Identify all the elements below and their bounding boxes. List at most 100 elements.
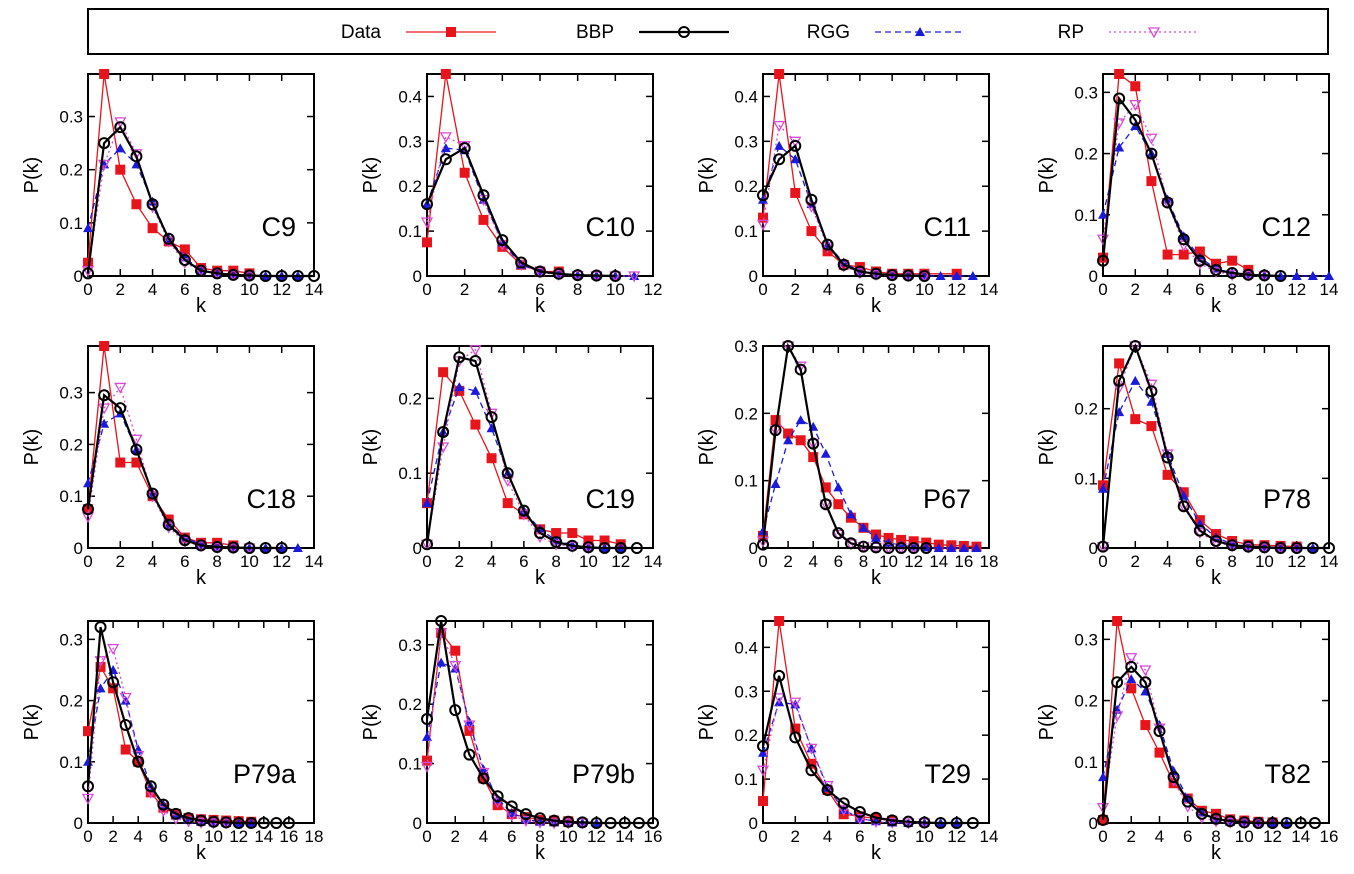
data-point (130, 149, 143, 161)
x-tick-label: 0 (758, 552, 767, 571)
x-tick-label: 12 (947, 827, 966, 846)
data-point (1113, 92, 1126, 105)
data-point (243, 269, 256, 282)
panel-c10: 0 2 4 6 8 10 12 0 0.1 0.2 0.3 0.4 k P(k) C10 (360, 69, 662, 317)
data-point (1177, 240, 1190, 252)
data-point (440, 69, 451, 79)
data-point (907, 542, 920, 554)
data-point (99, 418, 110, 428)
data-point (435, 615, 448, 627)
series-line (1101, 665, 1315, 825)
x-tick-label: 10 (559, 827, 578, 846)
series-bbp (1097, 340, 1335, 554)
x-tick-label: 12 (611, 552, 630, 571)
data-point (420, 761, 434, 773)
data-point (114, 121, 127, 134)
panel-title: T82 (1264, 759, 1311, 789)
data-point (99, 69, 110, 79)
x-tick-label: 0 (758, 280, 767, 299)
x-tick-label: 14 (254, 827, 273, 846)
x-tick-label: 12 (1287, 552, 1306, 571)
data-point (1162, 249, 1173, 260)
data-point (1126, 683, 1137, 694)
series-line (1102, 620, 1273, 824)
data-point (1139, 665, 1152, 677)
series-line (87, 345, 234, 547)
x-axis-label: k (1211, 295, 1222, 317)
data-point (1139, 676, 1152, 689)
data-point (1161, 196, 1174, 209)
data-point (614, 542, 627, 554)
data-point (1146, 176, 1157, 187)
data-point (566, 539, 579, 552)
x-tick-label: 6 (180, 280, 189, 299)
data-point (438, 367, 449, 378)
data-point (609, 270, 622, 282)
data-point (470, 385, 481, 395)
panel-title: P78 (1263, 484, 1311, 514)
x-tick-label: 8 (551, 552, 560, 571)
y-tick-label: 0.3 (1074, 83, 1098, 102)
data-point (552, 267, 565, 280)
data-point (789, 697, 802, 709)
x-tick-label: 12 (1263, 827, 1282, 846)
data-point (1194, 246, 1205, 257)
legend-entry-rp: RP (1058, 22, 1199, 43)
data-point (869, 270, 883, 281)
data-point (115, 164, 126, 175)
data-point (773, 153, 786, 166)
data-point (1114, 69, 1125, 79)
data-point (590, 817, 603, 829)
data-point (439, 153, 452, 166)
data-point (144, 787, 157, 799)
data-point (837, 797, 850, 810)
legend-label: RP (1058, 22, 1084, 43)
data-point (1258, 541, 1271, 554)
data-point (1291, 271, 1302, 280)
data-point (758, 747, 768, 757)
series-rp (1096, 653, 1265, 830)
data-point (773, 693, 786, 705)
data-point (805, 743, 818, 755)
x-axis-label: k (1211, 842, 1222, 864)
data-point (220, 816, 233, 829)
data-point (1125, 653, 1138, 665)
data-point (270, 817, 283, 829)
x-tick-label: 12 (587, 827, 606, 846)
data-point (131, 457, 142, 468)
x-axis-label: k (871, 295, 882, 317)
panel-title: C12 (1261, 212, 1311, 242)
data-point (463, 748, 476, 761)
data-point (1111, 676, 1124, 689)
data-point (1130, 414, 1141, 425)
data-point (1290, 542, 1303, 554)
data-point (808, 452, 819, 463)
x-tick-label: 8 (573, 280, 582, 299)
data-point (437, 426, 450, 439)
x-tick-label: 10 (204, 827, 223, 846)
data-point (773, 669, 786, 682)
y-tick-label: 0.4 (734, 638, 758, 657)
x-tick-label: 4 (808, 552, 817, 571)
y-tick-label: 0 (1089, 267, 1098, 286)
data-point (1098, 483, 1108, 493)
x-tick-label: 12 (272, 552, 291, 571)
series-line (1102, 124, 1329, 277)
data-point (207, 815, 220, 828)
y-tick-label: 0.2 (734, 177, 758, 196)
data-point (783, 435, 794, 445)
data-point (790, 187, 801, 198)
legend: Data BBP RGG RP (87, 8, 1329, 55)
data-point (1097, 540, 1109, 553)
y-tick-label: 0.2 (1074, 400, 1098, 419)
series-line (762, 144, 973, 277)
data-point (1162, 469, 1173, 480)
series-line (87, 412, 298, 549)
x-tick-label: 18 (980, 552, 999, 571)
data-point (789, 731, 802, 744)
x-tick-label: 0 (83, 280, 92, 299)
data-point (119, 692, 132, 704)
x-tick-label: 4 (1155, 827, 1164, 846)
